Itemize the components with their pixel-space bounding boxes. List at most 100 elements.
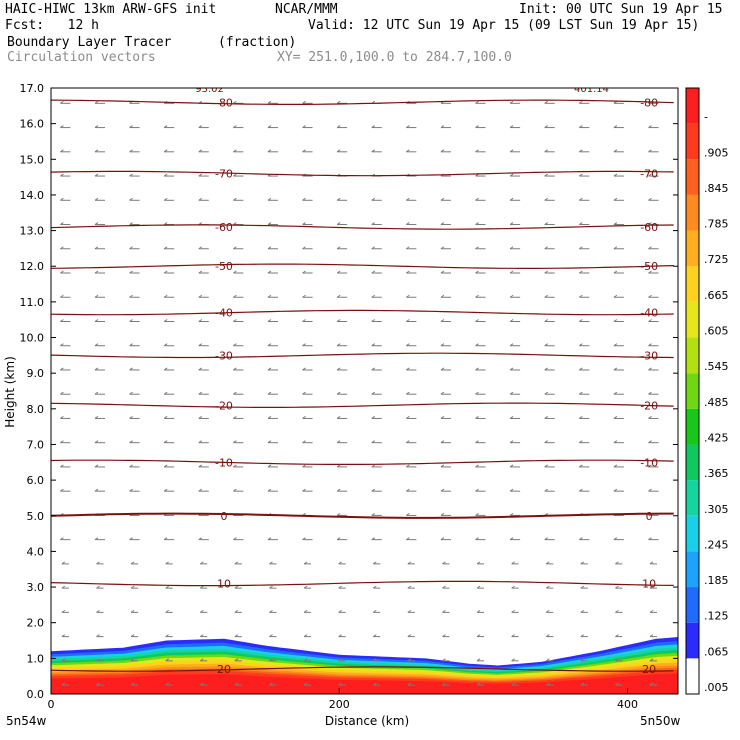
colorbar-swatch bbox=[686, 444, 699, 481]
circulation-vector bbox=[302, 319, 313, 322]
circulation-vector bbox=[129, 391, 140, 395]
circulation-vector bbox=[198, 294, 209, 298]
y-tick-label: 1.0 bbox=[27, 652, 45, 665]
circulation-vector bbox=[233, 100, 244, 104]
circulation-vector bbox=[509, 488, 521, 492]
circulation-vector bbox=[94, 270, 106, 274]
circulation-vector bbox=[200, 609, 208, 613]
circulation-vector bbox=[198, 391, 209, 395]
colorbar-swatch bbox=[686, 587, 699, 623]
circulation-vector bbox=[406, 537, 417, 541]
colorbar-frame bbox=[685, 87, 700, 695]
circulation-vector bbox=[198, 488, 209, 492]
circulation-vector bbox=[406, 512, 417, 516]
y-tick-label: 3.0 bbox=[27, 581, 45, 594]
circulation-vector bbox=[476, 682, 485, 686]
circulation-vector bbox=[509, 149, 521, 153]
colorbar-swatch bbox=[686, 658, 699, 694]
circulation-vector bbox=[475, 222, 486, 226]
circulation-vector bbox=[544, 294, 555, 298]
circulation-vector bbox=[269, 658, 277, 662]
temperature-contour bbox=[51, 309, 674, 316]
circulation-vector bbox=[336, 537, 348, 541]
circulation-vector bbox=[475, 391, 486, 395]
circulation-vector bbox=[372, 658, 381, 662]
circulation-vector bbox=[94, 537, 106, 541]
circulation-vector bbox=[302, 294, 313, 298]
circulation-vector bbox=[234, 634, 242, 638]
circulation-vector bbox=[94, 488, 106, 492]
circulation-vector bbox=[198, 319, 209, 322]
circulation-vector bbox=[234, 585, 242, 589]
circulation-vector bbox=[371, 319, 382, 322]
circulation-vector bbox=[129, 537, 140, 541]
colorbar-label: .845 bbox=[704, 182, 729, 195]
circulation-vector bbox=[544, 197, 555, 201]
circulation-vector bbox=[509, 319, 521, 322]
circulation-vector bbox=[302, 440, 313, 444]
circulation-vector bbox=[579, 367, 590, 371]
forecast-hour: Fcst: 12 h bbox=[5, 18, 99, 33]
valid-time: Valid: 12 UTC Sun 19 Apr 15 (09 LST Sun … bbox=[308, 18, 700, 33]
field-name: Boundary Layer Tracer bbox=[7, 35, 172, 50]
circulation-vector bbox=[475, 100, 486, 104]
contour-label: -70 bbox=[640, 168, 658, 181]
circulation-vector bbox=[60, 537, 71, 541]
temperature-contour bbox=[51, 99, 674, 105]
colorbar-swatch bbox=[686, 230, 699, 267]
circulation-vector bbox=[613, 416, 624, 419]
circulation-vector bbox=[267, 537, 278, 541]
contour-label: 20 bbox=[642, 663, 656, 676]
circulation-vector bbox=[130, 682, 139, 686]
y-tick-label: 6.0 bbox=[27, 474, 45, 487]
circulation-vector bbox=[267, 416, 278, 419]
circulation-vector bbox=[544, 246, 555, 250]
circulation-vector bbox=[509, 270, 521, 274]
circulation-vector bbox=[407, 561, 415, 565]
contour-label: -60 bbox=[215, 221, 233, 234]
colorbar-label: .065 bbox=[704, 645, 729, 658]
circulation-vector bbox=[130, 634, 139, 638]
contour-label: -70 bbox=[215, 168, 233, 181]
circulation-vector bbox=[406, 416, 417, 419]
circulation-vector bbox=[336, 294, 348, 298]
circulation-vector bbox=[269, 634, 277, 638]
circulation-vector bbox=[129, 173, 140, 177]
circulation-vector bbox=[475, 416, 486, 419]
circulation-vector bbox=[509, 246, 521, 250]
circulation-vector bbox=[94, 440, 106, 444]
colorbar-label: .305 bbox=[704, 503, 729, 516]
circulation-vector bbox=[544, 367, 555, 371]
colorbar-swatch bbox=[686, 88, 699, 124]
circulation-vector bbox=[442, 585, 450, 589]
circulation-vector bbox=[198, 464, 209, 468]
colorbar-swatch bbox=[686, 337, 699, 374]
circulation-vector bbox=[406, 488, 417, 492]
circulation-vector bbox=[60, 391, 71, 395]
circulation-vector bbox=[545, 561, 554, 565]
circulation-vector bbox=[234, 609, 242, 613]
colorbar-label: .245 bbox=[704, 538, 729, 551]
circulation-vector bbox=[371, 416, 382, 419]
circulation-vector bbox=[94, 197, 106, 201]
circulation-vector bbox=[406, 343, 417, 347]
colorbar-label: .605 bbox=[704, 325, 729, 338]
circulation-vector bbox=[649, 634, 657, 638]
circulation-vector bbox=[163, 149, 175, 153]
vector-field-name: Circulation vectors bbox=[7, 50, 156, 65]
circulation-vector bbox=[163, 488, 175, 492]
model-title: HAIC-HIWC 13km ARW-GFS init bbox=[5, 2, 217, 17]
circulation-vector bbox=[61, 585, 69, 589]
y-tick-label: 12.0 bbox=[20, 260, 45, 273]
circulation-vector bbox=[648, 246, 659, 250]
colorbar-swatch bbox=[686, 480, 699, 516]
circulation-vector bbox=[440, 343, 451, 347]
circulation-vector bbox=[442, 658, 450, 662]
circulation-vector bbox=[233, 125, 244, 129]
circulation-vector bbox=[94, 125, 106, 129]
circulation-vector bbox=[165, 682, 173, 686]
field-units: (fraction) bbox=[218, 35, 297, 50]
circulation-vector bbox=[302, 270, 313, 274]
circulation-vector bbox=[130, 585, 139, 589]
circulation-vector bbox=[440, 319, 451, 322]
